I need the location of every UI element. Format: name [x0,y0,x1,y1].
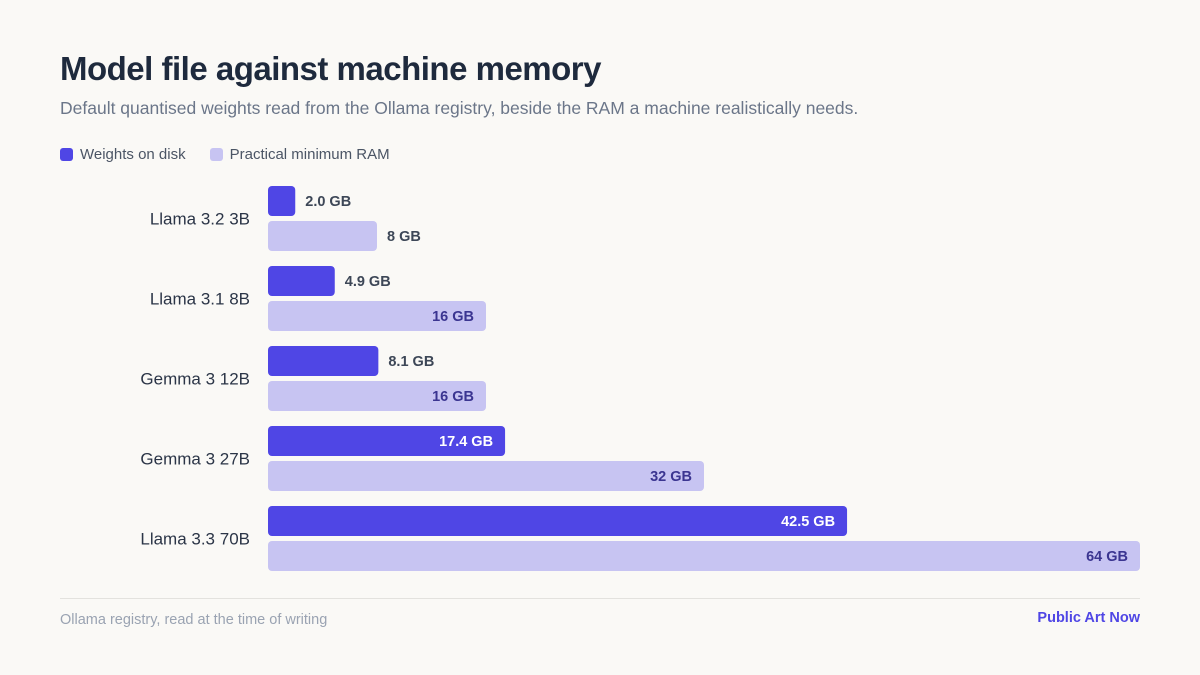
bar-weights-gemma-3-27b [268,426,506,456]
data-label: 8 GB [387,229,421,245]
legend-item-ram: Practical minimum RAM [209,146,390,163]
footer-divider [60,598,1140,599]
data-label: 2.0 GB [305,194,351,210]
bar-weights-llama-3-2-3b [268,186,296,216]
bar-ram-gemma-3-27b [268,461,704,491]
legend-swatch-weights [60,148,73,161]
bar-weights-llama-3-1-8b [268,266,335,296]
data-label: 17.4 GB [439,434,493,450]
category-label: Llama 3.1 8B [150,290,250,309]
bar-ram-llama-3-3-70b [268,541,1140,571]
bar-ram-llama-3-1-8b [268,301,486,331]
legend-label-ram: Practical minimum RAM [229,146,390,163]
data-label: 16 GB [432,309,474,325]
bar-weights-llama-3-3-70b [268,506,848,536]
category-label: Gemma 3 12B [140,370,250,389]
chart-title: Model file against machine memory [60,50,602,87]
footer-brand[interactable]: Public Art Now [1037,610,1140,626]
data-label: 32 GB [650,469,692,485]
data-label: 64 GB [1086,549,1128,565]
bar-ram-llama-3-2-3b [268,221,377,251]
data-label: 4.9 GB [345,274,391,290]
category-label: Gemma 3 27B [140,450,250,469]
data-label: 42.5 GB [781,514,835,530]
data-label: 8.1 GB [388,354,434,370]
legend: Weights on disk Practical minimum RAM [60,146,414,163]
footer-source: Ollama registry, read at the time of wri… [60,612,328,628]
data-label: 16 GB [432,389,474,405]
chart-subtitle: Default quantised weights read from the … [60,98,859,118]
legend-item-weights: Weights on disk [60,146,186,163]
bar-weights-gemma-3-12b [268,346,379,376]
category-label: Llama 3.3 70B [140,530,250,549]
category-label: Llama 3.2 3B [150,210,250,229]
legend-label-weights: Weights on disk [80,146,186,163]
legend-swatch-ram [209,148,223,161]
bar-ram-gemma-3-12b [268,381,486,411]
